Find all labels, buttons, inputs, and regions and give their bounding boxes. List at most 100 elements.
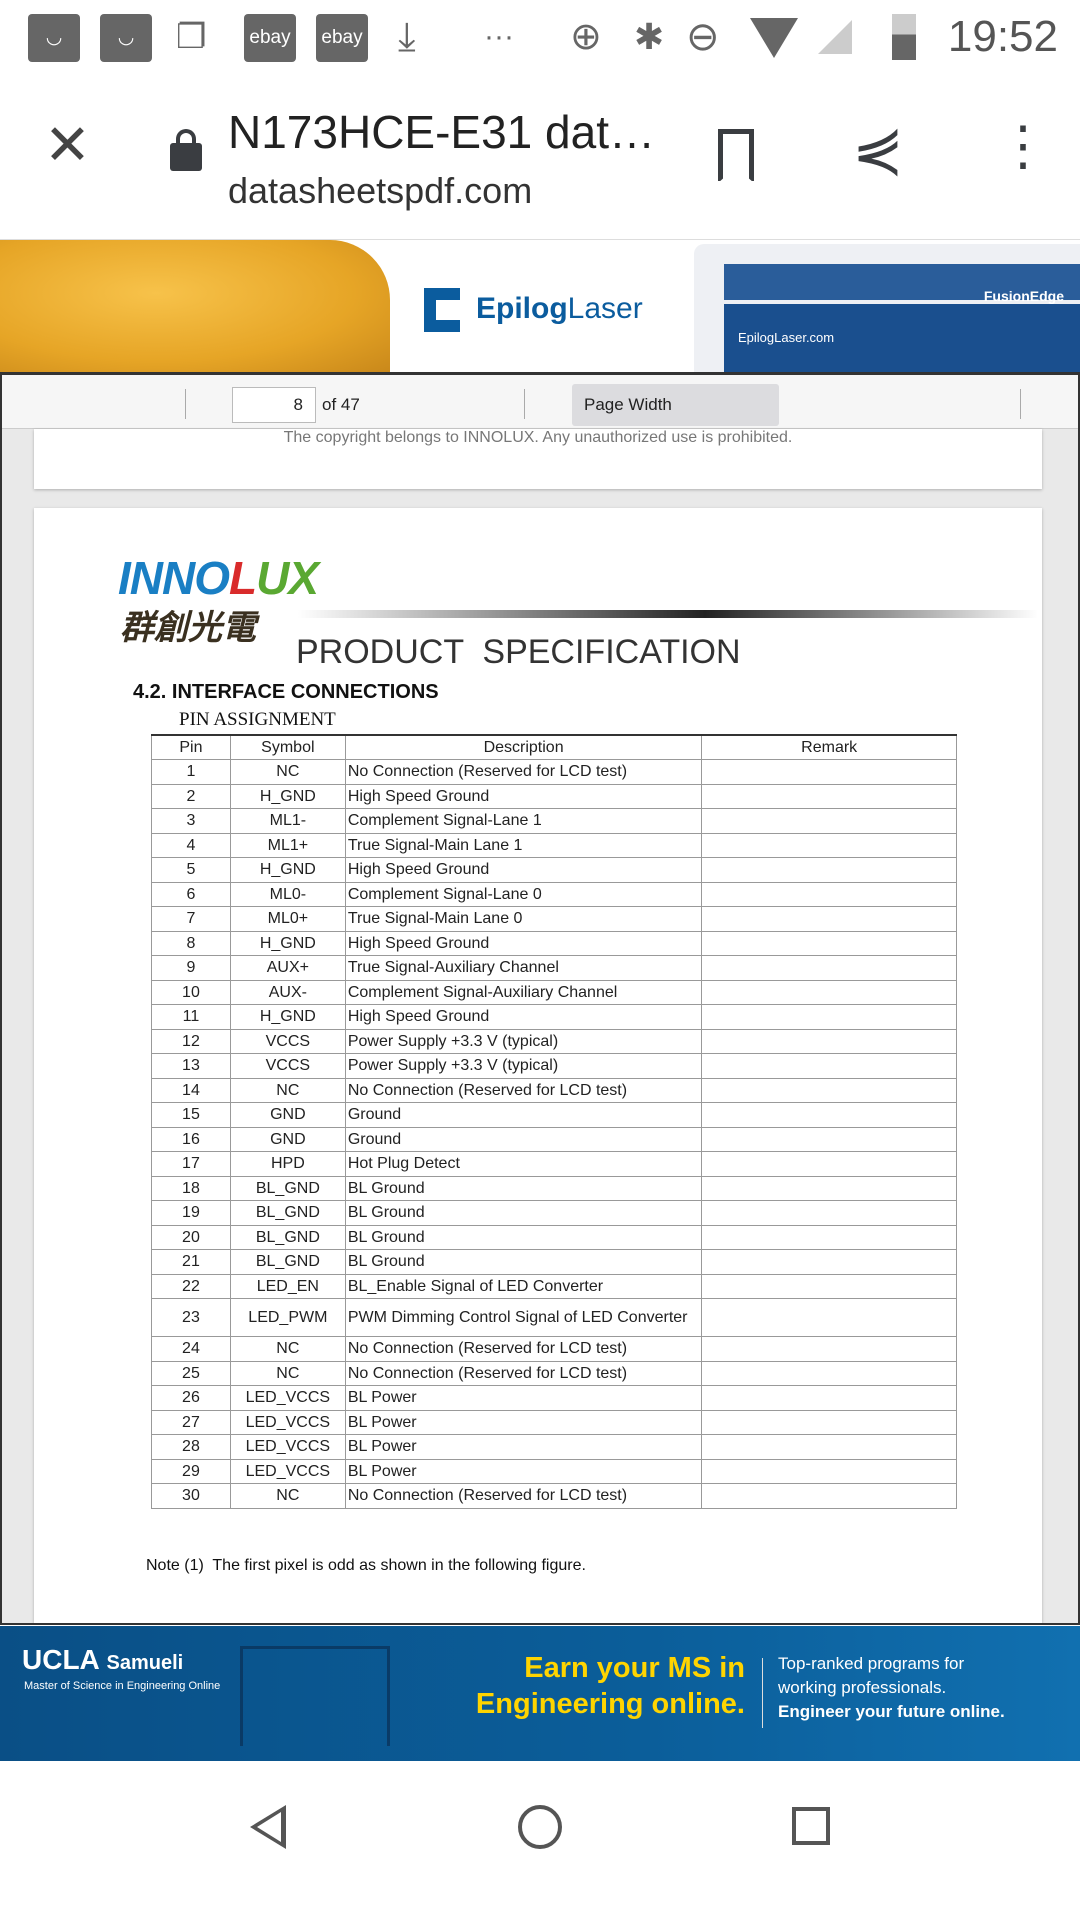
symbol-cell: BL_GND	[229, 1175, 346, 1201]
table-note: Note (1) The first pixel is odd as shown…	[146, 1557, 586, 1574]
table-row: 16 GND Ground	[151, 1126, 957, 1152]
symbol-cell: GND	[229, 1126, 346, 1152]
remark-cell	[701, 857, 957, 883]
table-row: 23 LED_PWM PWM Dimming Control Signal of L…	[151, 1298, 957, 1337]
pin-cell: 27	[151, 1409, 231, 1435]
description-cell: Ground	[344, 1102, 703, 1128]
table-row: 27 LED_VCCS BL Power	[151, 1409, 957, 1435]
pin-cell: 2	[151, 783, 231, 809]
remark-cell	[701, 1385, 957, 1411]
royce-hall-illustration	[240, 1646, 390, 1746]
pdf-viewer[interactable]: 8 of 47 Page Width The copyright belongs…	[0, 372, 1080, 1625]
zoom-select[interactable]: Page Width	[572, 384, 779, 426]
pin-cell: 3	[151, 808, 231, 834]
description-cell: Complement Signal-Auxiliary Channel	[344, 979, 703, 1005]
wifi-icon	[750, 18, 798, 58]
symbol-cell: BL_GND	[229, 1200, 346, 1226]
pin-cell: 9	[151, 955, 231, 981]
pin-cell: 22	[151, 1273, 231, 1299]
symbol-cell: ML1+	[229, 832, 346, 858]
description-cell: Ground	[344, 1126, 703, 1152]
pin-cell: 18	[151, 1175, 231, 1201]
pin-cell: 4	[151, 832, 231, 858]
document-heading: PRODUCT SPECIFICATION	[296, 633, 741, 671]
epilog-logo-icon	[424, 288, 460, 332]
pin-cell: 17	[151, 1151, 231, 1177]
remark-cell	[701, 1483, 957, 1509]
ucla-ad-banner[interactable]: UCLA Samueli Master of Science in Engine…	[0, 1626, 1080, 1761]
description-cell: Complement Signal-Lane 1	[344, 808, 703, 834]
remark-cell	[701, 1434, 957, 1460]
pin-cell: 11	[151, 1004, 231, 1030]
table-row: 9 AUX+ True Signal-Auxiliary Channel	[151, 955, 957, 981]
ebay-notification-icon: ebay	[244, 14, 296, 62]
symbol-cell: AUX+	[229, 955, 346, 981]
status-bar: ◡ ◡ ❐ ebay ebay ⤓ ··· ⊕ ✱ ⊖ 19:52	[0, 0, 1080, 75]
copyright-notice: The copyright belongs to INNOLUX. Any un…	[283, 429, 793, 446]
symbol-cell: LED_VCCS	[229, 1385, 346, 1411]
page-number-input[interactable]: 8	[232, 387, 316, 423]
remark-cell	[701, 1200, 957, 1226]
column-header-pin: Pin	[151, 734, 231, 760]
symbol-cell: VCCS	[229, 1028, 346, 1054]
remark-cell	[701, 1175, 957, 1201]
table-row: 4 ML1+ True Signal-Main Lane 1	[151, 832, 957, 858]
remark-cell	[701, 1458, 957, 1484]
table-row: 22 LED_EN BL_Enable Signal of LED Converte…	[151, 1273, 957, 1299]
remark-cell	[701, 930, 957, 956]
pin-cell: 12	[151, 1028, 231, 1054]
description-cell: BL_Enable Signal of LED Converter	[344, 1273, 703, 1299]
innolux-logo-cn: 群創光電	[120, 609, 256, 647]
description-cell: Power Supply +3.3 V (typical)	[344, 1053, 703, 1079]
divider	[185, 389, 186, 419]
description-cell: BL Ground	[344, 1175, 703, 1201]
description-cell: BL Power	[344, 1434, 703, 1460]
description-cell: BL Ground	[344, 1224, 703, 1250]
more-options-icon[interactable]: ⋮	[996, 116, 1050, 176]
navigation-bar	[0, 1765, 1080, 1920]
table-row: 2 H_GND High Speed Ground	[151, 783, 957, 809]
epilog-ad-banner[interactable]: EpilogLaser FusionEdge EpilogLaser.com	[0, 240, 1080, 373]
table-row: 15 GND Ground	[151, 1102, 957, 1128]
divider	[1020, 389, 1021, 419]
remark-cell	[701, 1336, 957, 1362]
pin-cell: 5	[151, 857, 231, 883]
share-icon[interactable]: ⋞	[852, 115, 904, 184]
description-cell: BL Power	[344, 1409, 703, 1435]
description-cell: High Speed Ground	[344, 857, 703, 883]
close-icon[interactable]: ✕	[44, 113, 91, 176]
pin-cell: 30	[151, 1483, 231, 1509]
symbol-cell: NC	[229, 1360, 346, 1386]
table-row: 13 VCCS Power Supply +3.3 V (typical)	[151, 1053, 957, 1079]
table-header: Pin Symbol Description Remark	[151, 734, 957, 760]
bookmark-icon[interactable]	[718, 129, 754, 183]
back-icon[interactable]	[250, 1805, 286, 1849]
ebay-label: ebay	[249, 27, 291, 48]
do-not-disturb-icon: ⊖	[686, 15, 720, 59]
pin-cell: 29	[151, 1458, 231, 1484]
symbol-cell: NC	[229, 1483, 346, 1509]
column-header-description: Description	[344, 734, 703, 760]
subsection-title: PIN ASSIGNMENT	[179, 709, 336, 730]
pin-cell: 28	[151, 1434, 231, 1460]
symbol-cell: ML1-	[229, 808, 346, 834]
table-row: 5 H_GND High Speed Ground	[151, 857, 957, 883]
recents-icon[interactable]	[792, 1807, 830, 1845]
description-cell: High Speed Ground	[344, 930, 703, 956]
table-row: 11 H_GND High Speed Ground	[151, 1004, 957, 1030]
laser-machine-image: FusionEdge EpilogLaser.com	[694, 244, 1080, 373]
data-saver-icon: ⊕	[570, 16, 602, 58]
home-icon[interactable]	[518, 1805, 562, 1849]
pin-cell: 15	[151, 1102, 231, 1128]
pin-cell: 23	[151, 1298, 231, 1337]
remark-cell	[701, 955, 957, 981]
pin-cell: 13	[151, 1053, 231, 1079]
page-count: of 47	[322, 395, 360, 414]
description-cell: BL Ground	[344, 1249, 703, 1275]
ucla-logo: UCLA Samueli	[22, 1644, 184, 1675]
symbol-cell: ML0-	[229, 881, 346, 907]
description-cell: No Connection (Reserved for LCD test)	[344, 1336, 703, 1362]
description-cell: PWM Dimming Control Signal of LED Conver…	[344, 1298, 703, 1337]
remark-cell	[701, 1298, 957, 1337]
description-cell: True Signal-Main Lane 0	[344, 906, 703, 932]
